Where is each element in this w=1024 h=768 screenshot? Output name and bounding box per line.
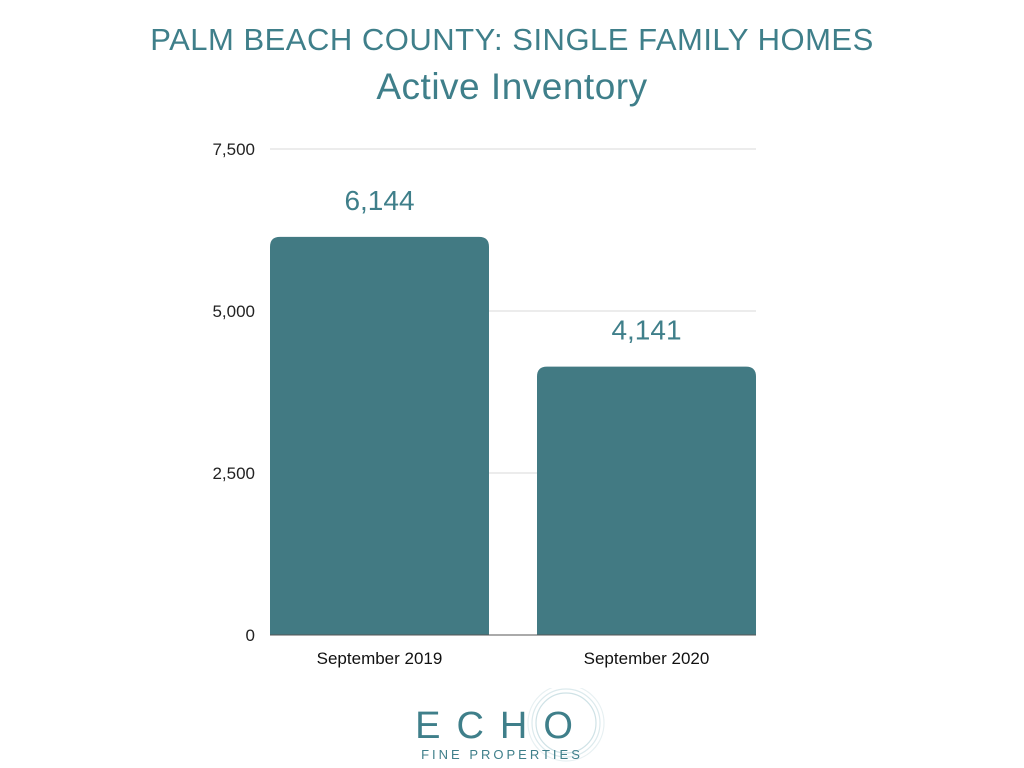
x-tick-label: September 2019 (317, 649, 443, 668)
echo-logo: ECHO FINE PROPERTIES (415, 688, 605, 762)
x-tick-label: September 2020 (584, 649, 710, 668)
chart-title: PALM BEACH COUNTY: SINGLE FAMILY HOMES (150, 22, 874, 57)
y-tick-label: 7,500 (212, 140, 255, 159)
logo-tagline: FINE PROPERTIES (421, 747, 583, 762)
bar-chart: 0 2,500 5,000 7,500 6,144 September 2019 4,141… (212, 140, 756, 668)
data-label: 6,144 (344, 185, 414, 216)
chart-subtitle: Active Inventory (376, 66, 648, 107)
logo-rings (527, 688, 605, 762)
bar (537, 366, 756, 635)
y-tick-label: 5,000 (212, 302, 255, 321)
data-label: 4,141 (611, 315, 681, 346)
bar (270, 236, 489, 635)
y-tick-label: 0 (246, 626, 255, 645)
y-tick-label: 2,500 (212, 464, 255, 483)
logo-wordmark: ECHO (415, 705, 589, 747)
